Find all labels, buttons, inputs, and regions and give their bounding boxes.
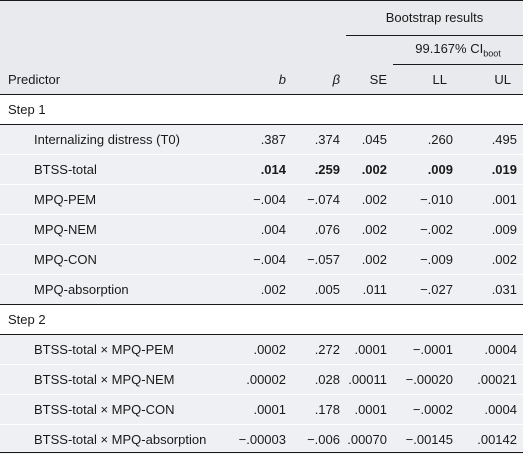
section-label: Step 2	[0, 304, 523, 335]
table-row: BTSS-total × MPQ-absorption −.00003 −.00…	[0, 424, 523, 454]
se-cell: .00011	[346, 364, 393, 395]
b-cell: .014	[235, 154, 292, 185]
section-step-2: Step 2	[0, 304, 523, 335]
beta-cell: .374	[292, 124, 346, 155]
beta-cell: .259	[292, 154, 346, 185]
ul-cell: .00021	[459, 364, 523, 395]
table-row: BTSS-total × MPQ-CON .0001 .178 .0001 −.…	[0, 394, 523, 425]
ll-cell: −.0001	[393, 334, 459, 365]
beta-cell: .178	[292, 394, 346, 425]
bootstrap-results-title: Bootstrap results	[346, 0, 523, 36]
predictor-cell: MPQ-NEM	[0, 214, 235, 245]
se-cell: .0001	[346, 334, 393, 365]
predictor-cell: BTSS-total × MPQ-absorption	[34, 432, 207, 447]
col-header-ul: UL	[459, 64, 523, 95]
ul-cell: .001	[459, 184, 523, 215]
predictor-cell: MPQ-absorption	[0, 274, 235, 305]
table-row: MPQ-NEM .004 .076 .002 −.002 .009	[0, 214, 523, 245]
predictor-cell: BTSS-total	[0, 154, 235, 185]
ll-cell: −.00145	[405, 432, 453, 447]
se-cell: .002	[346, 154, 393, 185]
table-row: MPQ-CON −.004 −.057 .002 −.009 .002	[0, 244, 523, 275]
ul-cell: .0004	[459, 334, 523, 365]
section-label: Step 1	[0, 94, 523, 125]
beta-cell: −.006	[307, 432, 340, 447]
table-row: BTSS-total × MPQ-NEM .00002 .028 .00011 …	[0, 364, 523, 395]
ul-cell: .00142	[477, 432, 517, 447]
predictor-cell: MPQ-CON	[0, 244, 235, 275]
b-cell: .387	[235, 124, 292, 155]
se-cell: .00070	[347, 432, 387, 447]
beta-cell: .272	[292, 334, 346, 365]
ll-cell: .260	[393, 124, 459, 155]
se-cell: .0001	[346, 394, 393, 425]
predictor-cell: BTSS-total × MPQ-NEM	[0, 364, 235, 395]
b-cell: .0001	[235, 394, 292, 425]
se-cell: .002	[346, 214, 393, 245]
table-row: Internalizing distress (T0) .387 .374 .0…	[0, 124, 523, 155]
ul-cell: .002	[459, 244, 523, 275]
predictor-cell: Internalizing distress (T0)	[0, 124, 235, 155]
b-cell: −.004	[235, 184, 292, 215]
beta-cell: .005	[292, 274, 346, 305]
b-cell: .002	[235, 274, 292, 305]
se-cell: .002	[346, 184, 393, 215]
header-row-columns: Predictor b β SE LL UL	[0, 64, 523, 95]
se-cell: .045	[346, 124, 393, 155]
table-row: MPQ-absorption .002 .005 .011 −.027 .031	[0, 274, 523, 305]
beta-cell: −.074	[292, 184, 346, 215]
table-bottom-rule	[0, 452, 523, 453]
table-row: BTSS-total × MPQ-PEM .0002 .272 .0001 −.…	[0, 334, 523, 365]
b-cell: .00002	[235, 364, 292, 395]
b-cell: .004	[235, 214, 292, 245]
table-row: BTSS-total .014 .259 .002 .009 .019	[0, 154, 523, 185]
table-row: MPQ-PEM −.004 −.074 .002 −.010 .001	[0, 184, 523, 215]
beta-cell: .076	[292, 214, 346, 245]
beta-cell: .028	[292, 364, 346, 395]
se-cell: .011	[346, 274, 393, 305]
ul-cell: .0004	[459, 394, 523, 425]
col-header-predictor: Predictor	[0, 64, 235, 95]
ul-cell: .031	[459, 274, 523, 305]
ll-cell: −.009	[393, 244, 459, 275]
section-step-1: Step 1	[0, 94, 523, 125]
header-row-ci: 99.167% CIboot	[0, 35, 523, 65]
predictor-cell: MPQ-PEM	[0, 184, 235, 215]
col-header-beta: β	[292, 64, 346, 95]
b-cell: −.004	[235, 244, 292, 275]
header-row-bootstrap: Bootstrap results	[0, 0, 523, 36]
ul-cell: .009	[459, 214, 523, 245]
ll-cell: −.002	[393, 214, 459, 245]
ul-cell: .019	[459, 154, 523, 185]
ul-cell: .495	[459, 124, 523, 155]
ll-cell: −.00020	[393, 364, 459, 395]
se-cell: .002	[346, 244, 393, 275]
beta-cell: −.057	[292, 244, 346, 275]
ll-cell: −.0002	[393, 394, 459, 425]
predictor-cell: BTSS-total × MPQ-CON	[0, 394, 235, 425]
col-header-ll: LL	[393, 64, 459, 95]
b-cell: .0002	[235, 334, 292, 365]
ll-cell: −.027	[393, 274, 459, 305]
col-header-se: SE	[346, 64, 393, 95]
b-cell: −.00003	[238, 432, 286, 447]
predictor-cell: BTSS-total × MPQ-PEM	[0, 334, 235, 365]
table-top-rule	[0, 0, 523, 1]
ll-cell: .009	[393, 154, 459, 185]
ll-cell: −.010	[393, 184, 459, 215]
ci-boot-title: 99.167% CIboot	[393, 35, 523, 65]
col-header-b: b	[235, 64, 292, 95]
